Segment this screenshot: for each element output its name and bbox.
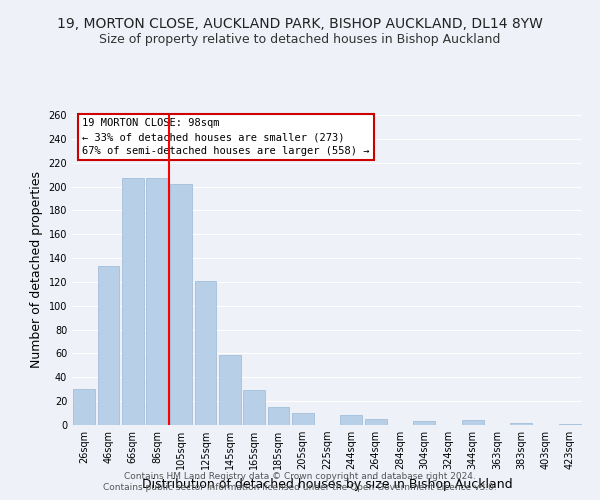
Bar	[97, 266, 119, 425]
Text: 19, MORTON CLOSE, AUCKLAND PARK, BISHOP AUCKLAND, DL14 8YW: 19, MORTON CLOSE, AUCKLAND PARK, BISHOP …	[57, 18, 543, 32]
Bar	[170, 184, 192, 425]
Bar	[511, 422, 532, 425]
Bar	[122, 178, 143, 425]
Bar	[365, 419, 386, 425]
Text: 19 MORTON CLOSE: 98sqm
← 33% of detached houses are smaller (273)
67% of semi-de: 19 MORTON CLOSE: 98sqm ← 33% of detached…	[82, 118, 370, 156]
Bar	[268, 407, 289, 425]
Bar	[243, 390, 265, 425]
Bar	[462, 420, 484, 425]
Bar	[219, 354, 241, 425]
Bar	[559, 424, 581, 425]
Text: Size of property relative to detached houses in Bishop Auckland: Size of property relative to detached ho…	[100, 32, 500, 46]
Y-axis label: Number of detached properties: Number of detached properties	[30, 172, 43, 368]
Bar	[340, 416, 362, 425]
Bar	[194, 280, 217, 425]
X-axis label: Distribution of detached houses by size in Bishop Auckland: Distribution of detached houses by size …	[142, 478, 512, 490]
Bar	[413, 422, 435, 425]
Text: Contains public sector information licensed under the Open Government Licence v3: Contains public sector information licen…	[103, 484, 497, 492]
Bar	[292, 413, 314, 425]
Bar	[73, 389, 95, 425]
Text: Contains HM Land Registry data © Crown copyright and database right 2024.: Contains HM Land Registry data © Crown c…	[124, 472, 476, 481]
Bar	[146, 178, 168, 425]
